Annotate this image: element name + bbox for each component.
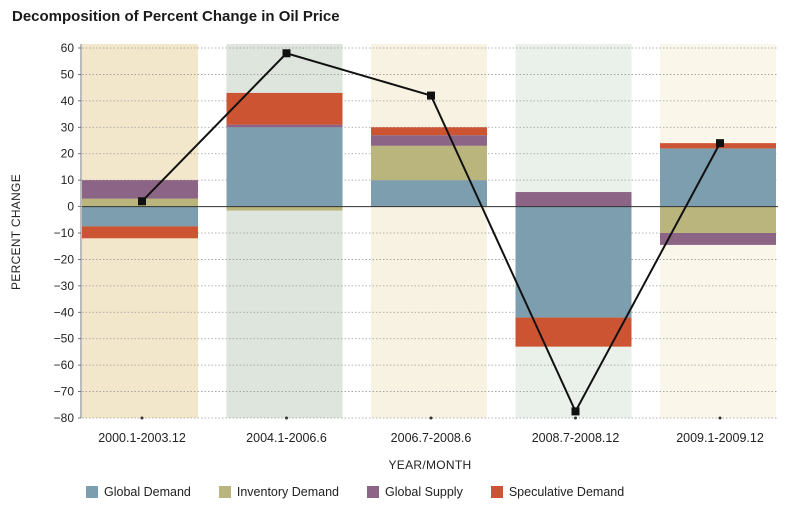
bar-segment: [82, 206, 198, 227]
y-tick-label: −10: [54, 226, 75, 240]
bar-segment: [82, 180, 198, 199]
category-band: [371, 44, 487, 418]
legend-item: Inventory Demand: [218, 485, 339, 499]
bar-segment: [371, 135, 487, 146]
x-tick-dot: [429, 416, 433, 420]
y-axis-label: PERCENT CHANGE: [9, 174, 23, 290]
bar-segment: [371, 180, 487, 207]
bar-segment: [82, 226, 198, 239]
bar-segment: [660, 148, 776, 207]
bar-segment: [226, 127, 343, 207]
y-tick-label: −20: [54, 252, 75, 266]
axes: [80, 44, 778, 418]
y-tick-label: −30: [54, 279, 75, 293]
y-tick-label: 20: [61, 147, 75, 161]
y-tick-label: −40: [54, 305, 75, 319]
line-point: [716, 139, 724, 148]
y-tick-label: 30: [61, 120, 75, 134]
bar-segment: [371, 127, 487, 136]
legend-item: Global Demand: [86, 485, 191, 499]
legend-item: Speculative Demand: [490, 485, 625, 499]
legend-item: Global Supply: [367, 485, 463, 499]
line-point: [282, 49, 291, 58]
legend-label: Speculative Demand: [508, 485, 625, 499]
bar-segment: [226, 92, 343, 125]
x-tick-label: 2000.1-2003.12: [98, 431, 186, 445]
bar-segment: [515, 206, 632, 318]
legend-swatch: [218, 486, 231, 498]
legend: Global Demand Inventory Demand Global Supp…: [86, 485, 652, 499]
y-tick-label: −60: [54, 358, 75, 372]
bar-segment: [371, 145, 487, 181]
line-point: [571, 407, 580, 416]
y-tick-label: 0: [67, 200, 74, 214]
x-tick-label: 2008.7-2008.12: [532, 431, 620, 445]
legend-swatch: [367, 486, 379, 498]
bar-segments: [82, 92, 776, 347]
y-tick-label: 10: [61, 173, 75, 187]
x-tick-labels: 2000.1-2003.12 2004.1-2006.6 2006.7-2008.6…: [98, 416, 764, 445]
y-tick-label: −50: [54, 332, 75, 346]
legend-label: Global Demand: [104, 485, 191, 499]
y-tick-label: 50: [61, 67, 75, 81]
y-tick-labels: 60 50 40 30 20 10 0 −10 −20 −30 −40 −50 −60 −70 −80: [54, 41, 81, 425]
legend-swatch: [490, 486, 503, 498]
x-tick-label: 2004.1-2006.6: [246, 431, 327, 445]
legend-swatch: [86, 486, 98, 498]
y-tick-label: 40: [61, 94, 75, 108]
x-tick-label: 2006.7-2008.6: [391, 431, 472, 445]
bar-segment: [226, 124, 343, 128]
bar-segment: [515, 192, 632, 207]
y-tick-label: 60: [61, 41, 75, 55]
x-tick-label: 2009.1-2009.12: [676, 431, 764, 445]
x-tick-dot: [718, 416, 722, 420]
line-point: [427, 91, 435, 100]
bar-segment: [226, 206, 343, 211]
bar-segment: [660, 233, 776, 245]
line-point: [138, 197, 146, 206]
chart-title: Decomposition of Percent Change in Oil P…: [12, 8, 340, 25]
bar-segment: [515, 317, 632, 347]
bar-segment: [660, 206, 776, 233]
x-tick-dot: [574, 416, 577, 420]
y-tick-label: −80: [54, 411, 75, 425]
price-change-line: [138, 49, 724, 416]
legend-label: Global Supply: [385, 485, 463, 499]
x-tick-dot: [140, 416, 144, 420]
legend-label: Inventory Demand: [236, 485, 339, 499]
y-tick-label: −70: [54, 385, 75, 399]
x-axis-label: YEAR/MONTH: [388, 458, 471, 472]
x-tick-dot: [285, 416, 288, 420]
